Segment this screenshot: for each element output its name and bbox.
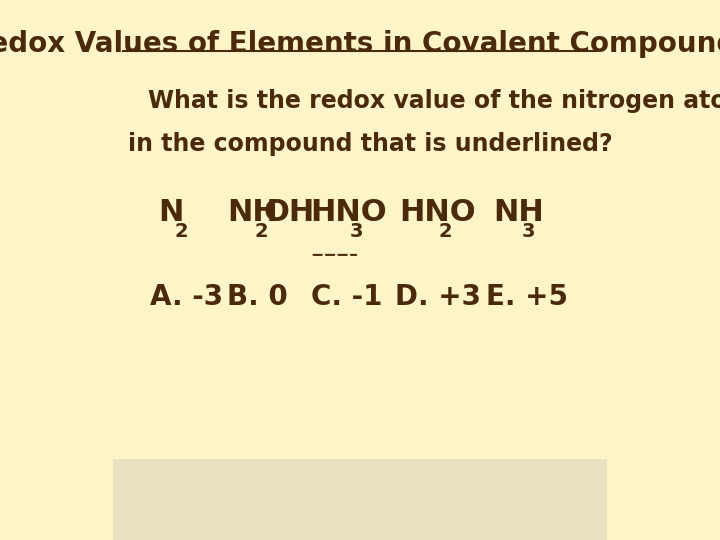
Text: in the compound that is underlined?: in the compound that is underlined? (128, 132, 613, 156)
Text: Redox Values of Elements in Covalent Compounds: Redox Values of Elements in Covalent Com… (0, 30, 720, 58)
Text: A. -3: A. -3 (150, 283, 223, 311)
Text: E. +5: E. +5 (486, 283, 568, 311)
Text: B. 0: B. 0 (227, 283, 287, 311)
Text: D. +3: D. +3 (395, 283, 480, 311)
Text: 3: 3 (350, 221, 363, 240)
Text: C. -1: C. -1 (310, 283, 382, 311)
Text: N: N (158, 198, 183, 227)
Text: NH: NH (227, 198, 278, 227)
Text: 2: 2 (174, 221, 188, 240)
Text: 2: 2 (255, 221, 269, 240)
Text: HNO: HNO (400, 198, 476, 227)
Text: NH: NH (493, 198, 544, 227)
Text: OH: OH (264, 198, 315, 227)
Text: 3: 3 (521, 221, 535, 240)
Text: What is the redox value of the nitrogen atom: What is the redox value of the nitrogen … (148, 89, 720, 113)
Text: 2: 2 (438, 221, 452, 240)
FancyBboxPatch shape (113, 459, 607, 540)
Text: HNO: HNO (310, 198, 387, 227)
